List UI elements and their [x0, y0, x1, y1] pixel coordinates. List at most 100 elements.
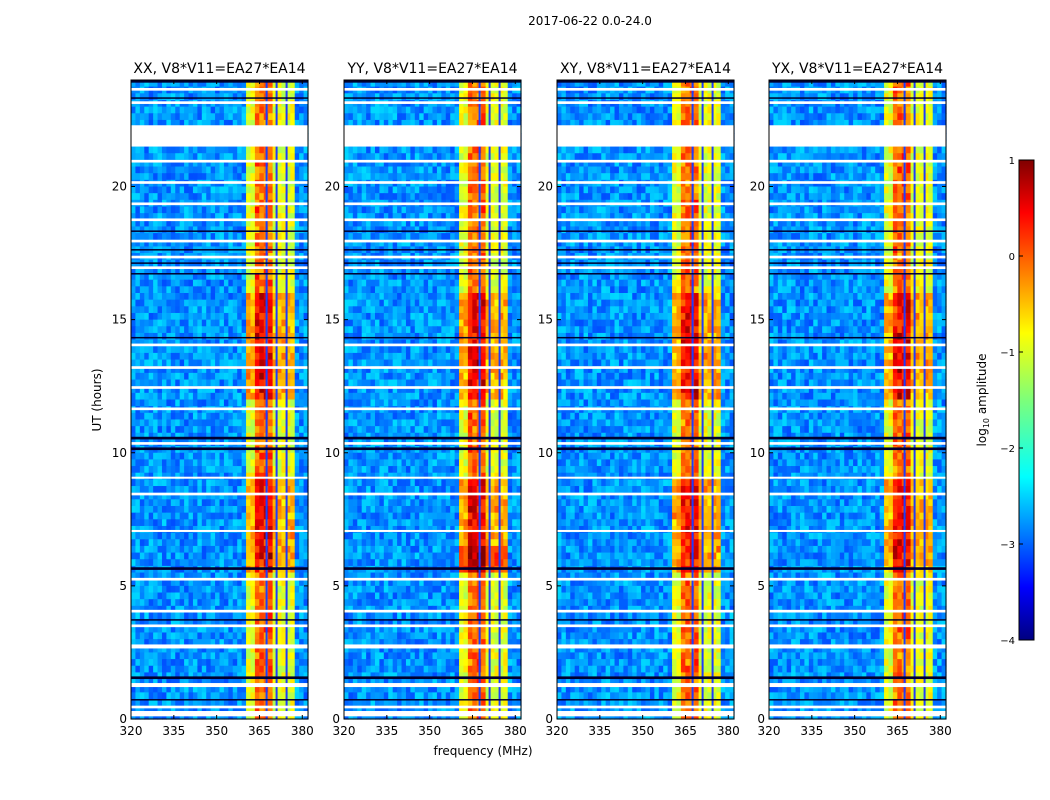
- heatmap-cell: [206, 579, 212, 587]
- heatmap-cell: [228, 419, 234, 427]
- heatmap-cell: [290, 159, 296, 168]
- heatmap-cell: [131, 692, 137, 700]
- heatmap-cell: [241, 512, 247, 520]
- heatmap-cell: [268, 665, 274, 674]
- heatmap-cell: [131, 106, 137, 114]
- heatmap-cell: [148, 659, 154, 667]
- heatmap-cell: [361, 219, 367, 228]
- heatmap-cell: [201, 193, 207, 201]
- heatmap-cell: [481, 213, 487, 221]
- heatmap-cell: [459, 213, 465, 221]
- heatmap-cell: [348, 146, 354, 154]
- heatmap-cell: [175, 219, 181, 228]
- heatmap-cell: [157, 685, 163, 693]
- heatmap-cell: [153, 499, 159, 507]
- heatmap-cell: [237, 346, 243, 354]
- heatmap-cell: [303, 426, 309, 434]
- heatmap-cell: [201, 113, 207, 121]
- heatmap-cell: [219, 419, 225, 427]
- heatmap-cell: [219, 486, 225, 494]
- heatmap-cell: [401, 146, 407, 154]
- heatmap-cell: [352, 226, 358, 234]
- heatmap-cell: [210, 599, 216, 607]
- heatmap-cell: [135, 486, 141, 494]
- heatmap-cell: [179, 492, 185, 500]
- heatmap-cell: [144, 472, 150, 480]
- heatmap-cell: [201, 399, 207, 407]
- heatmap-cell: [366, 226, 372, 234]
- heatmap-cell: [285, 213, 291, 221]
- heatmap-cell: [228, 652, 234, 660]
- heatmap-cell: [232, 359, 238, 367]
- heatmap-cell: [277, 319, 283, 327]
- heatmap-cell: [135, 239, 141, 248]
- heatmap-cell: [277, 219, 283, 228]
- heatmap-cell: [219, 452, 225, 461]
- heatmap-cell: [259, 585, 265, 594]
- heatmap-cell: [410, 80, 416, 88]
- heatmap-cell: [188, 612, 194, 620]
- heatmap-cell: [179, 652, 185, 660]
- heatmap-cell: [259, 193, 265, 201]
- heatmap-cell: [157, 346, 163, 354]
- heatmap-cell: [472, 106, 478, 114]
- heatmap-cell: [219, 705, 225, 713]
- heatmap-cell: [299, 306, 305, 314]
- heatmap-cell: [250, 319, 256, 327]
- heatmap-cell: [294, 592, 300, 600]
- heatmap-cell: [201, 472, 207, 480]
- heatmap-cell: [170, 206, 176, 214]
- heatmap-cell: [206, 346, 212, 354]
- heatmap-cell: [285, 226, 291, 234]
- heatmap-cell: [228, 312, 234, 321]
- heatmap-cell: [161, 419, 167, 427]
- heatmap-cell: [188, 299, 194, 307]
- heatmap-cell: [259, 93, 265, 101]
- heatmap-cell: [161, 106, 167, 114]
- heatmap-cell: [428, 153, 434, 161]
- heatmap-cell: [135, 506, 141, 514]
- heatmap-cell: [215, 412, 221, 421]
- heatmap-cell: [503, 93, 509, 101]
- heatmap-cell: [157, 93, 163, 101]
- heatmap-cell: [144, 539, 150, 547]
- heatmap-cell: [232, 585, 238, 594]
- heatmap-cell: [436, 106, 442, 114]
- heatmap-cell: [192, 492, 198, 500]
- heatmap-cell: [175, 146, 181, 154]
- heatmap-cell: [201, 312, 207, 321]
- heatmap-cell: [206, 106, 212, 114]
- heatmap-cell: [179, 472, 185, 480]
- heatmap-cell: [285, 352, 291, 361]
- heatmap-cell: [299, 419, 305, 427]
- heatmap-cell: [254, 692, 260, 700]
- heatmap-cell: [210, 605, 216, 614]
- heatmap-cell: [294, 605, 300, 614]
- heatmap-cell: [414, 193, 420, 201]
- heatmap-cell: [241, 273, 247, 281]
- heatmap-cell: [201, 233, 207, 241]
- heatmap-cell: [161, 452, 167, 461]
- heatmap-cell: [272, 486, 278, 494]
- heatmap-cell: [250, 632, 256, 640]
- heatmap-cell: [228, 233, 234, 241]
- heatmap-cell: [290, 266, 296, 274]
- heatmap-cell: [179, 346, 185, 354]
- heatmap-cell: [139, 80, 145, 88]
- heatmap-cell: [157, 213, 163, 221]
- heatmap-cell: [383, 113, 389, 121]
- heatmap-cell: [192, 552, 198, 560]
- heatmap-cell: [516, 186, 522, 194]
- heatmap-cell: [294, 579, 300, 587]
- heatmap-cell: [246, 233, 252, 241]
- heatmap-cell: [170, 585, 176, 594]
- heatmap-cell: [139, 545, 145, 554]
- heatmap-cell: [210, 173, 216, 181]
- heatmap-cell: [192, 233, 198, 241]
- heatmap-cell: [148, 233, 154, 241]
- heatmap-cell: [268, 372, 274, 381]
- heatmap-cell: [366, 106, 372, 114]
- heatmap-cell: [303, 346, 309, 354]
- heatmap-cell: [392, 153, 398, 161]
- heatmap-cell: [197, 705, 203, 713]
